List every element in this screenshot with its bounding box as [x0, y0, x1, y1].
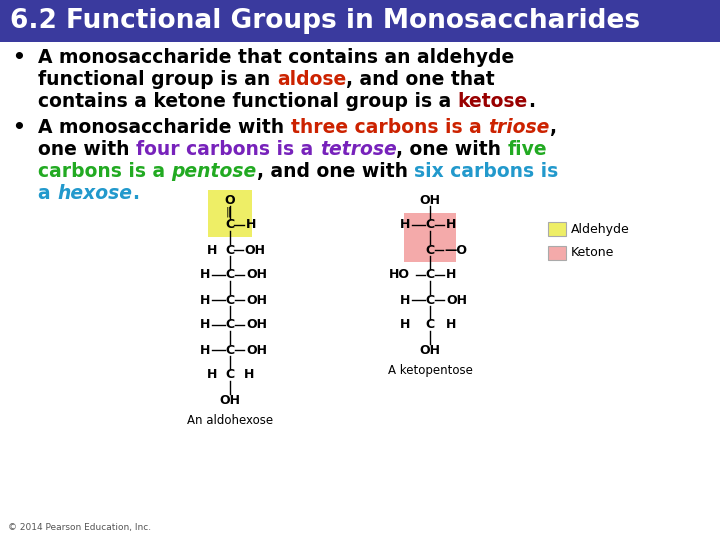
Text: H: H [446, 268, 456, 281]
Text: •: • [12, 48, 25, 67]
Text: A monosaccharide with: A monosaccharide with [38, 118, 291, 137]
Text: OH: OH [246, 343, 267, 356]
Text: ,: , [549, 118, 557, 137]
Text: C: C [426, 219, 435, 232]
Text: H: H [199, 343, 210, 356]
Text: A monosaccharide that contains an aldehyde: A monosaccharide that contains an aldehy… [38, 48, 514, 67]
Text: OH: OH [244, 244, 265, 256]
Text: a: a [38, 184, 57, 203]
Text: one with: one with [38, 140, 136, 159]
Text: C: C [225, 268, 235, 281]
Text: H: H [207, 244, 217, 256]
Bar [548, 246, 566, 260]
Text: .: . [132, 184, 139, 203]
Text: triose: triose [488, 118, 549, 137]
Text: H: H [199, 294, 210, 307]
Text: 6.2 Functional Groups in Monosaccharides: 6.2 Functional Groups in Monosaccharides [10, 8, 640, 34]
Text: HO: HO [389, 268, 410, 281]
Text: C: C [225, 244, 235, 256]
Text: six carbons is: six carbons is [415, 162, 559, 181]
Text: OH: OH [220, 394, 240, 407]
Text: H: H [246, 219, 256, 232]
Text: C: C [225, 294, 235, 307]
Text: OH: OH [246, 268, 267, 281]
Text: C: C [225, 368, 235, 381]
Text: aldose: aldose [276, 70, 346, 89]
Bar [404, 213, 456, 262]
Text: hexose: hexose [57, 184, 132, 203]
Text: H: H [400, 219, 410, 232]
Bar [0, 0, 720, 42]
Text: O: O [225, 193, 235, 206]
Text: , and one that: , and one that [346, 70, 495, 89]
Text: tetrose: tetrose [320, 140, 397, 159]
Text: C: C [426, 319, 435, 332]
Text: , one with: , one with [397, 140, 508, 159]
Text: .: . [528, 92, 535, 111]
Text: OH: OH [446, 294, 467, 307]
Text: C: C [426, 268, 435, 281]
Text: C: C [225, 319, 235, 332]
Text: OH: OH [246, 294, 267, 307]
Bar [208, 190, 252, 237]
Text: five: five [508, 140, 548, 159]
Text: ‖: ‖ [225, 206, 230, 217]
Text: OH: OH [420, 343, 441, 356]
Text: H: H [446, 319, 456, 332]
Text: Ketone: Ketone [571, 246, 614, 260]
Text: ketose: ketose [458, 92, 528, 111]
Text: C: C [225, 219, 235, 232]
Text: C: C [426, 244, 435, 256]
Text: Aldehyde: Aldehyde [571, 222, 630, 235]
Text: C: C [225, 343, 235, 356]
Text: , and one with: , and one with [257, 162, 415, 181]
Text: H: H [199, 268, 210, 281]
Text: H: H [207, 368, 217, 381]
Text: H: H [446, 219, 456, 232]
Text: contains a ketone functional group is a: contains a ketone functional group is a [38, 92, 458, 111]
Bar [548, 222, 566, 236]
Text: H: H [400, 319, 410, 332]
Text: A ketopentose: A ketopentose [387, 364, 472, 377]
Text: H: H [244, 368, 254, 381]
Text: •: • [12, 118, 25, 137]
Text: © 2014 Pearson Education, Inc.: © 2014 Pearson Education, Inc. [8, 523, 151, 532]
Text: OH: OH [420, 193, 441, 206]
Text: OH: OH [246, 319, 267, 332]
Text: H: H [400, 294, 410, 307]
Text: four carbons is a: four carbons is a [136, 140, 320, 159]
Text: carbons is a: carbons is a [38, 162, 171, 181]
Text: pentose: pentose [171, 162, 257, 181]
Text: An aldohexose: An aldohexose [187, 414, 273, 427]
Text: H: H [199, 319, 210, 332]
Text: functional group is an: functional group is an [38, 70, 276, 89]
Text: C: C [426, 294, 435, 307]
Text: —O: —O [444, 244, 467, 256]
Text: three carbons is a: three carbons is a [291, 118, 488, 137]
